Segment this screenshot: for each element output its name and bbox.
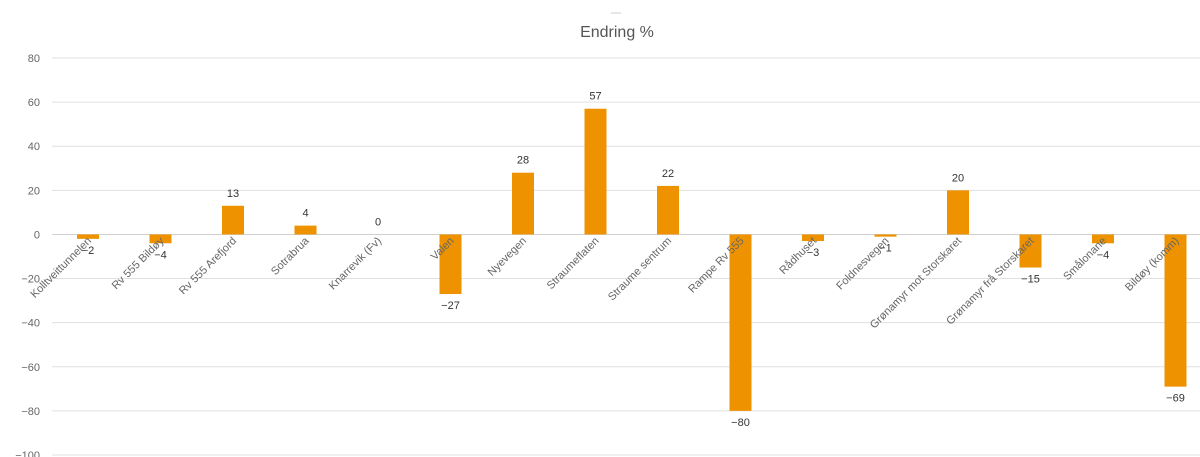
data-label: −1 xyxy=(879,243,892,255)
x-tick-label: Straume sentrum xyxy=(606,235,674,303)
data-label: 57 xyxy=(589,91,601,103)
data-label: −4 xyxy=(1097,249,1110,261)
y-tick-label: 80 xyxy=(28,53,40,65)
x-tick-label: Rv 555 Arefjord xyxy=(177,235,239,297)
data-label: −2 xyxy=(82,245,95,257)
data-label: 4 xyxy=(302,208,308,220)
bar xyxy=(802,234,824,242)
y-axis-ticks: 80 60 40 20 0 −20 −40 −60 −80 −100 xyxy=(15,53,40,457)
x-tick-label: Nyevegen xyxy=(486,235,530,279)
y-tick-label: −80 xyxy=(21,406,40,418)
bar xyxy=(584,108,607,235)
y-tick-label: 40 xyxy=(28,141,40,153)
data-label: −3 xyxy=(807,247,820,259)
y-tick-label: −60 xyxy=(21,362,40,374)
bar xyxy=(1019,234,1042,268)
data-label: −4 xyxy=(154,249,167,261)
data-labels: −2 −4 13 4 0 −27 28 57 22 −80 −3 −1 20 −15 −4 −69 xyxy=(82,91,1185,429)
data-label: 13 xyxy=(227,188,239,200)
bar xyxy=(149,234,172,244)
x-axis-ticks: Kolltveittunnelen Rv 555 Bildøy Rv 555 Are… xyxy=(29,234,1182,331)
bar xyxy=(657,185,679,235)
bar xyxy=(439,234,462,294)
data-label: −27 xyxy=(441,300,460,312)
data-label: −15 xyxy=(1021,274,1040,286)
data-label: 28 xyxy=(517,155,529,167)
bar xyxy=(294,225,317,235)
data-label: −69 xyxy=(1166,393,1185,405)
bar xyxy=(947,190,969,235)
bars xyxy=(77,108,1187,411)
data-label: 22 xyxy=(662,168,674,180)
bar xyxy=(874,234,897,237)
y-tick-label: −100 xyxy=(15,450,40,457)
bar xyxy=(77,234,99,239)
y-tick-label: 20 xyxy=(28,185,40,197)
x-tick-label: Straumeflaten xyxy=(545,235,602,292)
bar xyxy=(1092,234,1114,244)
bar xyxy=(729,234,752,411)
chart-title: Endring % xyxy=(580,24,654,41)
x-tick-label: Rv 555 Bildøy xyxy=(110,235,167,292)
y-tick-label: −40 xyxy=(21,318,40,330)
x-tick-label: Sotrabrua xyxy=(269,234,312,277)
data-label: 0 xyxy=(375,216,381,228)
data-label: −80 xyxy=(731,417,750,429)
bar xyxy=(222,205,244,235)
y-tick-label: 60 xyxy=(28,97,40,109)
y-tick-label: 0 xyxy=(34,229,40,241)
bar xyxy=(1164,234,1187,387)
bar xyxy=(512,172,534,235)
data-label: 20 xyxy=(952,172,964,184)
x-tick-label: Knarrevik (Fv) xyxy=(327,235,384,292)
y-tick-label: −20 xyxy=(21,274,40,286)
